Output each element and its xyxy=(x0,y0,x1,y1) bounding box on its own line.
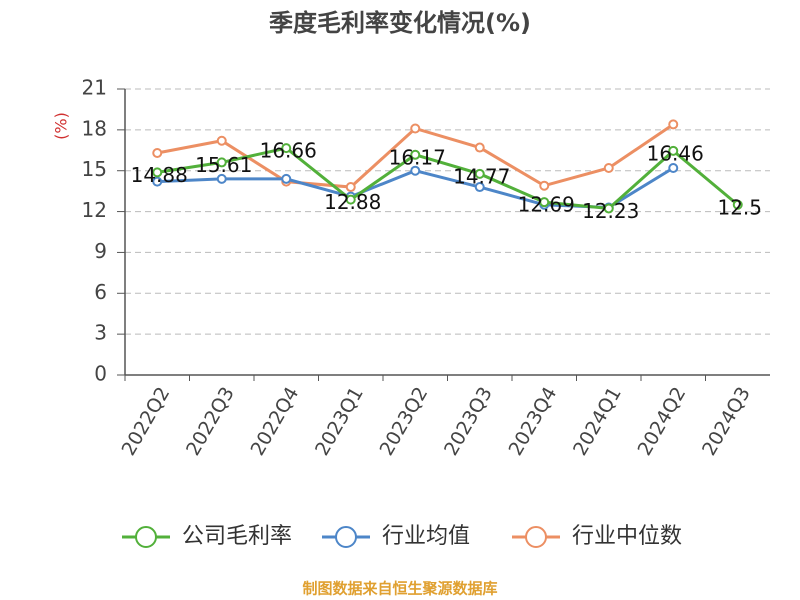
y-tick-label: 0 xyxy=(94,362,107,386)
data-label: 12.23 xyxy=(582,199,639,223)
y-tick-label: 12 xyxy=(82,198,107,222)
x-tick-label: 2023Q3 xyxy=(440,383,497,459)
data-point xyxy=(539,180,550,191)
data-point xyxy=(474,168,485,179)
x-tick-label: 2022Q2 xyxy=(118,383,175,459)
legend-label: 行业中位数 xyxy=(572,524,682,549)
data-point xyxy=(281,173,292,184)
data-label: 16.66 xyxy=(260,139,317,163)
data-point xyxy=(668,145,679,156)
data-point xyxy=(281,143,292,154)
chart-title: 季度毛利率变化情况(%) xyxy=(269,9,531,37)
y-axis-label: (%) xyxy=(52,112,71,140)
data-point xyxy=(345,182,356,193)
data-point xyxy=(152,176,163,187)
data-point xyxy=(603,162,614,173)
data-label: 15.61 xyxy=(195,153,252,177)
data-point xyxy=(216,157,227,168)
y-tick-label: 21 xyxy=(82,76,107,100)
y-tick-label: 15 xyxy=(82,157,107,181)
data-point xyxy=(216,135,227,146)
x-tick-label: 2024Q3 xyxy=(698,383,755,459)
y-tick-label: 9 xyxy=(94,239,107,263)
x-tick-label: 2024Q1 xyxy=(569,383,626,459)
data-label: 16.46 xyxy=(647,141,704,165)
x-tick-label: 2022Q4 xyxy=(247,383,304,459)
data-point xyxy=(410,123,421,134)
data-point xyxy=(474,182,485,193)
x-tick-label: 2023Q1 xyxy=(311,383,368,459)
x-tick-label: 2022Q3 xyxy=(182,383,239,459)
legend-marker xyxy=(135,526,157,548)
data-point xyxy=(410,165,421,176)
data-point xyxy=(152,148,163,159)
data-point xyxy=(668,162,679,173)
series-line xyxy=(157,146,739,210)
data-point xyxy=(668,119,679,130)
data-label: 16.17 xyxy=(389,145,446,169)
data-label: 12.5 xyxy=(717,195,762,219)
data-point xyxy=(474,142,485,153)
data-point xyxy=(216,173,227,184)
data-label: 14.77 xyxy=(453,164,510,188)
data-point xyxy=(539,197,550,208)
data-point xyxy=(345,194,356,205)
source-note: 制图数据来自恒生聚源数据库 xyxy=(302,580,497,598)
y-tick-label: 6 xyxy=(94,280,107,304)
legend-label: 行业均值 xyxy=(382,524,470,549)
legend-marker xyxy=(335,526,357,548)
data-point xyxy=(603,203,614,214)
data-label: 12.69 xyxy=(518,193,575,217)
data-label: 14.88 xyxy=(131,163,188,187)
y-tick-label: 3 xyxy=(94,321,107,345)
legend-label: 公司毛利率 xyxy=(182,524,292,549)
x-tick-label: 2023Q2 xyxy=(376,383,433,459)
data-point xyxy=(732,199,743,210)
x-tick-label: 2023Q4 xyxy=(505,383,562,459)
data-point xyxy=(152,167,163,178)
data-point xyxy=(410,149,421,160)
data-label: 12.88 xyxy=(324,190,381,214)
x-tick-label: 2024Q2 xyxy=(634,383,691,459)
legend-marker xyxy=(525,526,547,548)
y-tick-label: 18 xyxy=(82,116,107,140)
